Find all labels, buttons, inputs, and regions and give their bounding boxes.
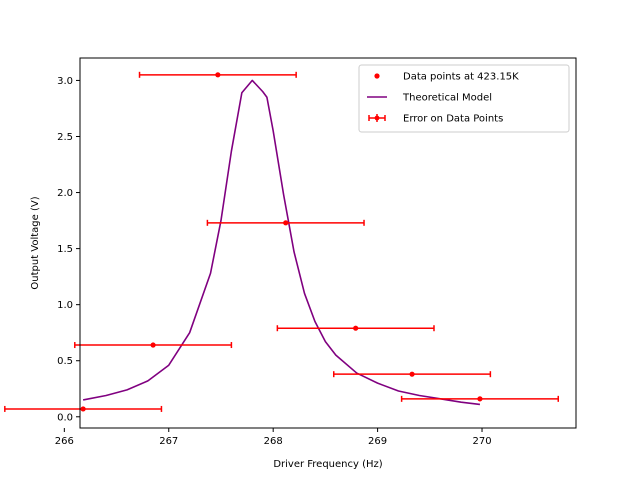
data-point: [409, 371, 415, 377]
x-axis: 266 267 268 269 270: [55, 428, 492, 447]
data-point: [477, 396, 483, 402]
legend: Data points at 423.15K Theoretical Model E…: [358, 64, 570, 133]
theoretical-model-line: [82, 79, 481, 406]
x-tick-label: 266: [55, 436, 74, 447]
x-tick-label: 269: [368, 436, 387, 447]
y-axis-label: Output Voltage (V): [30, 196, 41, 289]
x-axis-label: Driver Frequency (Hz): [273, 459, 382, 470]
data-point: [80, 406, 86, 412]
y-tick-label: 2.0: [57, 188, 73, 199]
y-axis: 0.0 0.5 1.0 1.5 2.0 2.5 3.0: [57, 76, 80, 423]
legend-label: Error on Data Points: [403, 114, 503, 125]
data-point: [215, 72, 221, 78]
legend-box: [358, 64, 570, 133]
plot-frame: [79, 57, 577, 429]
legend-key-error-point: [374, 115, 380, 121]
legend-key-error: [368, 114, 386, 122]
x-tick-label: 267: [159, 436, 178, 447]
y-tick-label: 0.0: [57, 412, 73, 423]
x-tick-label: 270: [472, 436, 491, 447]
legend-key-data-points: [374, 73, 380, 79]
legend-label: Theoretical Model: [402, 93, 492, 104]
x-tick-label: 268: [264, 436, 283, 447]
legend-label: Data points at 423.15K: [403, 72, 519, 83]
data-point: [283, 220, 289, 226]
y-tick-label: 2.5: [57, 132, 73, 143]
data-point: [150, 342, 156, 348]
y-tick-label: 0.5: [57, 356, 73, 367]
plot-content: [4, 71, 559, 412]
y-tick-label: 1.0: [57, 300, 73, 311]
y-tick-label: 1.5: [57, 244, 73, 255]
data-point: [353, 325, 359, 331]
y-tick-label: 3.0: [57, 76, 73, 87]
